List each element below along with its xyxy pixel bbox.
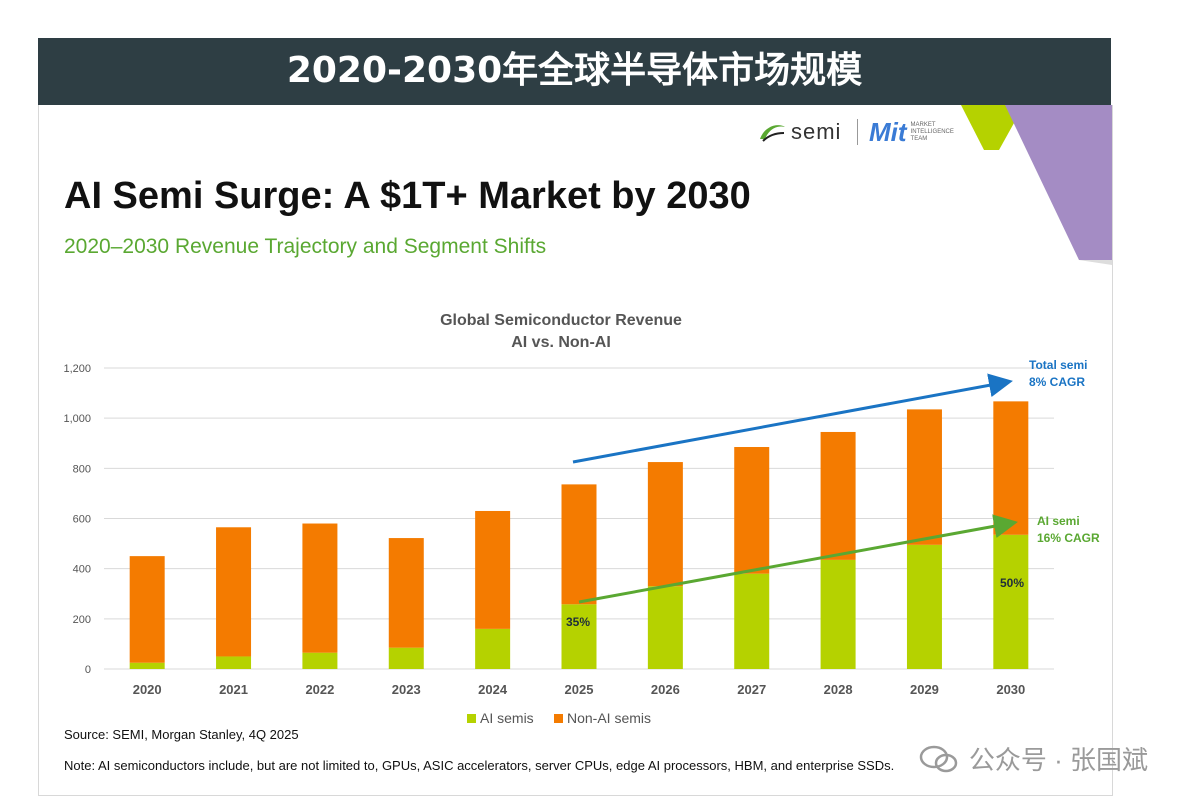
y-tick-label: 200 xyxy=(73,614,91,626)
bar-ai-2025 xyxy=(561,604,597,669)
footnote: Note: AI semiconductors include, but are… xyxy=(64,758,895,773)
legend: AI semis Non-AI semis xyxy=(467,710,651,726)
bar-ai-2024 xyxy=(475,628,511,669)
revenue-chart: Global Semiconductor Revenue AI vs. Non-… xyxy=(63,312,1100,726)
bar-ai-2021 xyxy=(216,656,252,669)
x-tick-label: 2022 xyxy=(305,682,334,697)
watermark-text: 公众号 · 张国斌 xyxy=(968,745,1148,775)
mit-logo-subtext: MARKET INTELLIGENCE TEAM xyxy=(910,121,954,142)
ai-cagr-label-line2: 16% CAGR xyxy=(1037,531,1100,545)
total-cagr-label-line1: Total semi xyxy=(1029,358,1087,372)
y-tick-label: 0 xyxy=(85,664,91,676)
bar-nonai-2025 xyxy=(561,484,597,605)
banner: 2020-2030年全球半导体市场规模 xyxy=(38,38,1111,105)
slide-title: AI Semi Surge: A $1T+ Market by 2030 xyxy=(64,175,751,217)
bar-ai-2028 xyxy=(820,559,856,669)
corner-decoration xyxy=(961,105,1112,265)
bar-nonai-2021 xyxy=(216,527,252,657)
bar-nonai-2030 xyxy=(993,401,1029,535)
logo-divider xyxy=(857,119,858,145)
total-cagr-label-line2: 8% CAGR xyxy=(1029,375,1085,389)
source-note: Source: SEMI, Morgan Stanley, 4Q 2025 xyxy=(64,727,299,742)
corner-purple-shape xyxy=(1005,105,1112,260)
x-tick-label: 2025 xyxy=(565,682,594,697)
bar-nonai-2024 xyxy=(475,510,511,629)
slide: semi Mit MARKET INTELLIGENCE TEAM AI Sem… xyxy=(38,105,1113,796)
ai-trend-arrow xyxy=(578,514,1018,604)
chart-title: Global Semiconductor Revenue xyxy=(440,312,682,329)
legend-nonai-swatch xyxy=(554,714,563,723)
bar-ai-2020 xyxy=(129,662,165,669)
bar-ai-2022 xyxy=(302,652,338,669)
bar-ai-2023 xyxy=(388,647,424,669)
chart-subtitle: AI vs. Non-AI xyxy=(511,334,611,351)
x-tick-label: 2020 xyxy=(133,682,162,697)
ai-cagr-label-line1: AI semi xyxy=(1037,514,1080,528)
mit-logo: Mit MARKET INTELLIGENCE TEAM xyxy=(869,117,961,147)
x-tick-label: 2026 xyxy=(651,682,680,697)
y-tick-label: 1,200 xyxy=(63,363,91,375)
mit-logo-text: Mit xyxy=(869,116,907,147)
wechat-icon xyxy=(919,745,958,772)
bar-ai-2029 xyxy=(906,544,942,669)
y-tick-label: 800 xyxy=(73,463,91,475)
bar-nonai-2020 xyxy=(129,556,165,663)
watermark: 公众号 · 张国斌 xyxy=(919,740,1148,777)
y-tick-label: 1,000 xyxy=(63,413,91,425)
corner-gray-shape xyxy=(1079,260,1112,265)
legend-ai-swatch xyxy=(467,714,476,723)
x-tick-label: 2021 xyxy=(219,682,248,697)
total-trend-arrow xyxy=(572,373,1013,464)
semi-logo-text: semi xyxy=(791,119,842,144)
y-tick-label: 600 xyxy=(73,514,91,526)
semi-swoosh-icon xyxy=(760,125,785,142)
x-tick-label: 2028 xyxy=(824,682,853,697)
bar-nonai-2022 xyxy=(302,523,338,653)
bar-ai-2027 xyxy=(734,573,770,669)
ai-share-2030-label: 50% xyxy=(1000,576,1024,590)
x-tick-label: 2023 xyxy=(392,682,421,697)
bar-nonai-2023 xyxy=(388,538,424,648)
bar-ai-2030 xyxy=(993,534,1029,669)
slide-subtitle: 2020–2030 Revenue Trajectory and Segment… xyxy=(64,235,547,258)
x-tick-label: 2027 xyxy=(737,682,766,697)
banner-title: 2020-2030年全球半导体市场规模 xyxy=(286,50,863,91)
legend-nonai-label: Non-AI semis xyxy=(567,710,651,726)
ai-share-2025-label: 35% xyxy=(566,615,590,629)
bar-nonai-2027 xyxy=(734,447,770,574)
legend-ai-label: AI semis xyxy=(480,710,534,726)
x-tick-label: 2024 xyxy=(478,682,508,697)
bar-nonai-2026 xyxy=(647,462,683,587)
bar-nonai-2029 xyxy=(906,409,942,545)
y-tick-label: 400 xyxy=(73,564,91,576)
x-tick-label: 2030 xyxy=(996,682,1025,697)
bar-ai-2026 xyxy=(647,586,683,669)
bar-nonai-2028 xyxy=(820,431,856,560)
x-tick-label: 2029 xyxy=(910,682,939,697)
semi-logo: semi xyxy=(757,117,841,147)
corner-green-shape xyxy=(961,105,1024,150)
